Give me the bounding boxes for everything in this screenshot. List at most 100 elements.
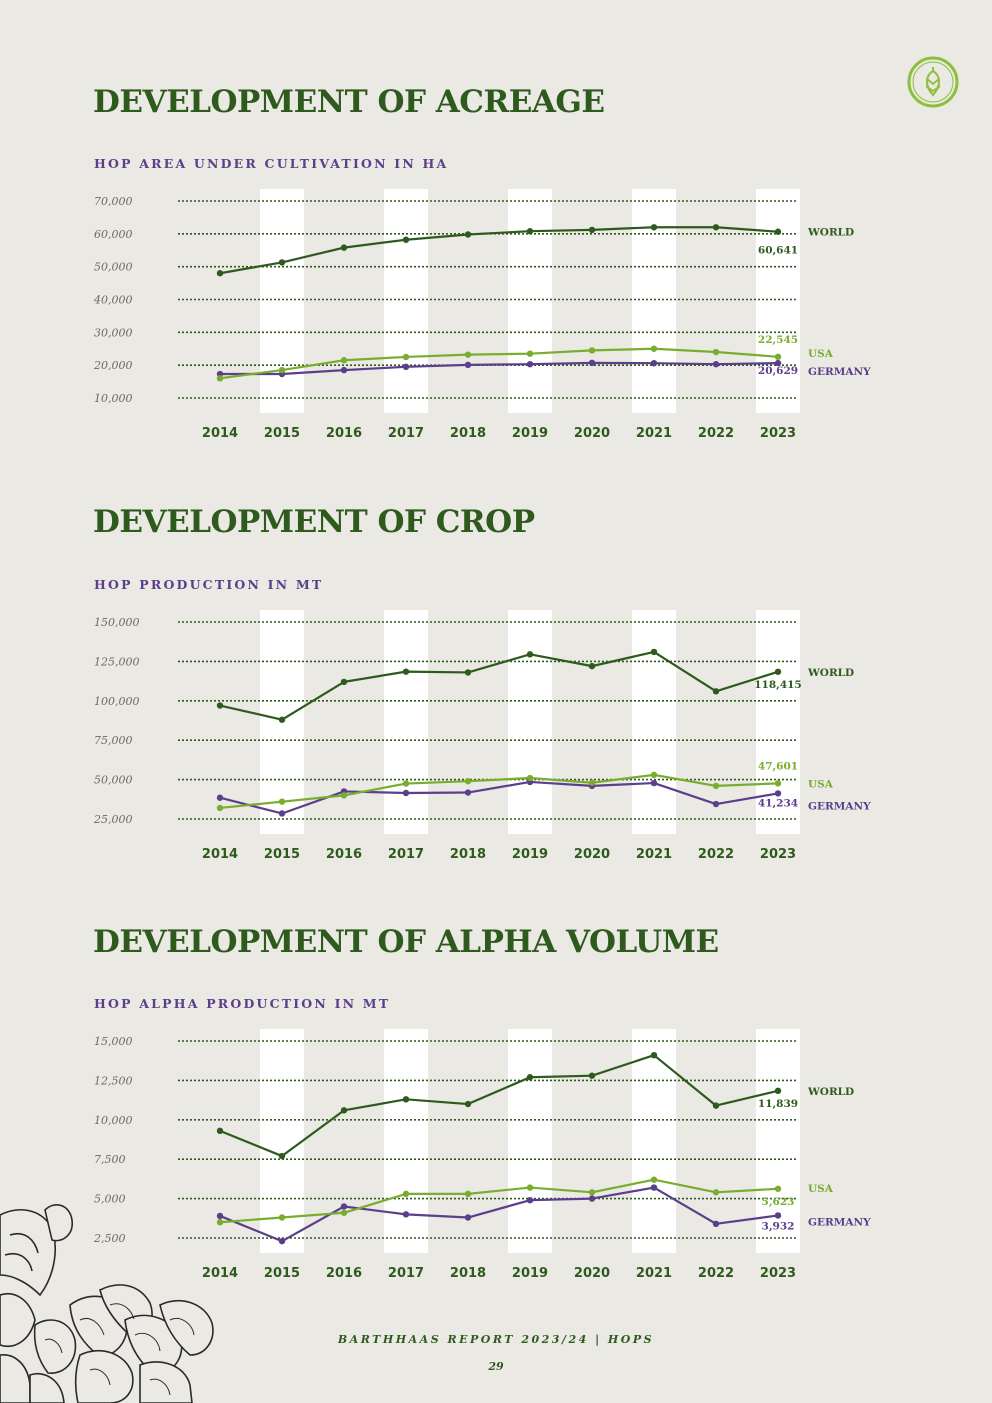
data-point-world xyxy=(650,648,658,656)
column-band xyxy=(260,189,304,413)
acreage-chart: 10,000 20,000 30,000 40,000 50,000 60,000 70,0… xyxy=(93,189,871,441)
data-point-germany xyxy=(464,361,472,369)
data-point-world xyxy=(340,244,348,251)
x-tick-label: 2023 xyxy=(760,426,796,441)
y-tick-label: 25,000 xyxy=(93,813,133,826)
series-line-usa xyxy=(219,773,779,810)
column-band xyxy=(756,1029,800,1253)
data-point-world xyxy=(526,651,534,658)
hop-cones-illustration xyxy=(0,1204,214,1403)
x-tick-label: 2023 xyxy=(760,847,796,862)
series-line-world xyxy=(219,650,779,721)
data-point-germany xyxy=(650,779,658,787)
data-point-world xyxy=(588,1072,596,1079)
column-band xyxy=(384,1029,428,1253)
y-tick-label: 7,500 xyxy=(94,1153,126,1166)
series-name-world: WORLD xyxy=(807,667,854,679)
y-tick-label: 12,500 xyxy=(94,1074,133,1087)
column-band xyxy=(508,610,552,834)
x-tick-label: 2016 xyxy=(326,847,362,862)
y-tick-label: 30,000 xyxy=(94,326,133,339)
data-point-world xyxy=(340,678,348,686)
column-band xyxy=(508,1029,552,1253)
data-point-germany xyxy=(464,1214,472,1221)
data-point-germany xyxy=(650,359,658,367)
end-value-label-germany: 20,629 xyxy=(758,365,798,377)
data-point-usa xyxy=(340,792,348,799)
y-tick-label: 5,000 xyxy=(94,1193,126,1206)
data-point-world xyxy=(340,1107,348,1114)
x-tick-label: 2019 xyxy=(512,1266,548,1281)
crop-subtitle: HOP PRODUCTION IN MT xyxy=(94,577,324,592)
column-band xyxy=(632,610,676,834)
data-point-usa xyxy=(526,350,534,357)
data-point-world xyxy=(464,231,472,238)
data-point-usa xyxy=(712,782,720,790)
data-point-usa xyxy=(650,1176,658,1183)
series-line-germany xyxy=(219,780,779,815)
data-point-usa xyxy=(526,774,534,782)
data-point-usa xyxy=(526,1184,534,1191)
x-tick-label: 2020 xyxy=(574,1266,610,1281)
data-point-usa xyxy=(278,1214,286,1221)
data-point-usa xyxy=(774,780,782,787)
crop-chart: 25,000 50,000 75,000 100,000 125,000 150,000 2… xyxy=(93,610,871,862)
y-tick-label: 125,000 xyxy=(94,655,140,668)
data-point-germany xyxy=(712,800,720,808)
data-point-world xyxy=(216,1127,224,1135)
y-tick-label: 10,000 xyxy=(94,392,133,405)
x-tick-label: 2016 xyxy=(326,1266,362,1281)
series-name-germany: GERMANY xyxy=(808,800,871,812)
data-point-world xyxy=(588,226,596,234)
acreage-title: DEVELOPMENT OF ACREAGE xyxy=(93,84,605,120)
data-point-world xyxy=(216,270,224,277)
data-point-usa xyxy=(774,1185,782,1192)
x-tick-label: 2017 xyxy=(388,847,424,862)
data-point-usa xyxy=(402,353,410,361)
series-name-germany: GERMANY xyxy=(808,366,871,378)
data-point-usa xyxy=(216,375,224,382)
data-point-usa xyxy=(216,804,224,812)
series-line-world xyxy=(219,1054,779,1158)
series-line-world xyxy=(219,226,779,275)
alpha-chart: 2,500 5,000 7,500 10,000 12,500 15,000 2014 201… xyxy=(93,1029,871,1281)
end-value-label-world: 11,839 xyxy=(758,1098,798,1110)
hop-cone-icon xyxy=(907,56,959,108)
data-point-usa xyxy=(712,1189,720,1196)
data-point-germany xyxy=(650,1184,658,1191)
x-tick-label: 2017 xyxy=(388,1266,424,1281)
series-line-germany xyxy=(220,361,779,376)
end-value-label-germany: 41,234 xyxy=(758,797,798,809)
end-value-label-usa: 47,601 xyxy=(758,760,798,772)
data-point-germany xyxy=(588,1195,596,1202)
data-point-usa xyxy=(712,348,720,356)
column-band xyxy=(384,189,428,413)
x-tick-label: 2023 xyxy=(760,1266,796,1281)
data-point-world xyxy=(712,224,720,231)
column-band xyxy=(756,189,800,413)
data-point-usa xyxy=(402,780,410,787)
x-tick-label: 2021 xyxy=(636,1266,672,1281)
data-point-germany xyxy=(526,1196,534,1204)
x-tick-label: 2015 xyxy=(264,847,300,862)
data-point-germany xyxy=(774,359,782,367)
data-point-usa xyxy=(464,351,472,358)
data-point-usa xyxy=(588,347,596,354)
x-tick-label: 2020 xyxy=(574,847,610,862)
x-tick-label: 2022 xyxy=(698,847,734,862)
series-name-usa: USA xyxy=(808,348,834,360)
data-point-germany xyxy=(216,1212,224,1220)
x-tick-label: 2016 xyxy=(326,426,362,441)
data-point-usa xyxy=(650,771,658,779)
x-tick-label: 2015 xyxy=(264,1266,300,1281)
y-tick-label: 100,000 xyxy=(94,695,140,708)
y-tick-label: 75,000 xyxy=(94,734,133,747)
y-tick-label: 40,000 xyxy=(93,294,133,307)
data-point-germany xyxy=(402,1211,410,1218)
data-point-world xyxy=(774,668,782,675)
data-point-germany xyxy=(402,363,410,371)
data-point-germany xyxy=(216,794,224,801)
data-point-world xyxy=(402,236,410,243)
series-name-usa: USA xyxy=(808,778,834,790)
footer-report: BARTHHAAS REPORT 2023/24 | HOPS xyxy=(337,1333,655,1346)
